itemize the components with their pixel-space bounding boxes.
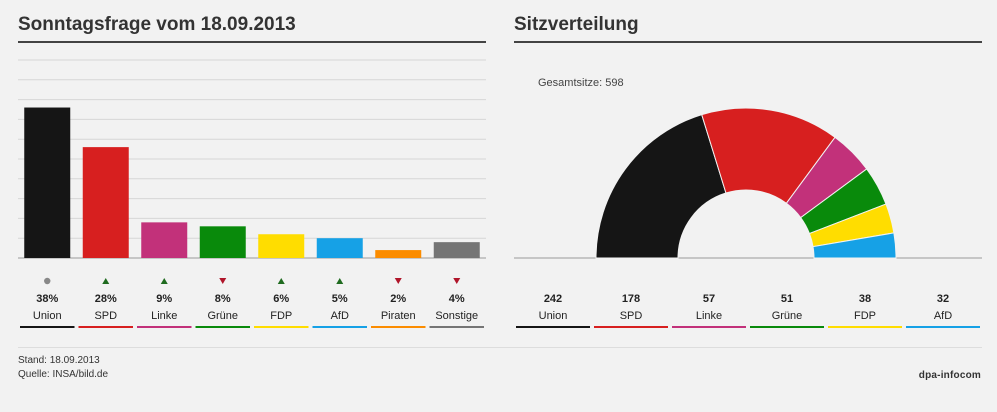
poll-category-label: SPD [94, 310, 117, 322]
poll-title-rule [18, 41, 486, 43]
trend-neutral-icon [44, 277, 51, 285]
seats-segment-union [595, 114, 727, 259]
footer-stand: Stand: 18.09.2013 [18, 355, 100, 366]
poll-category-label: AfD [331, 310, 349, 322]
seats-value-label: 242 [544, 293, 562, 305]
poll-color-underline [20, 326, 75, 328]
poll-color-underline [137, 326, 192, 328]
poll-bar-piraten [375, 250, 422, 258]
seats-color-underline [516, 326, 590, 328]
poll-value-label: 9% [156, 293, 172, 305]
seats-category-label: SPD [620, 310, 643, 322]
poll-value-label: 6% [273, 293, 289, 305]
trend-up-icon [277, 278, 285, 284]
seats-value-label: 38 [859, 293, 871, 305]
poll-value-label: 28% [95, 293, 117, 305]
trend-down-icon [219, 278, 227, 284]
poll-value-label: 38% [36, 293, 58, 305]
seats-labels: 242 Union 178 SPD 57 Linke 51 Grüne 38 FDP 32 AfD [516, 293, 980, 328]
seats-color-underline [672, 326, 746, 328]
seats-value-label: 51 [781, 293, 793, 305]
poll-bar-fdp [258, 234, 305, 258]
footer-source: Quelle: INSA/bild.de [18, 369, 109, 380]
poll-bar-afd [316, 238, 363, 258]
poll-value-label: 2% [390, 293, 406, 305]
poll-labels: 38% Union 28% SPD 9% Linke 8% Grüne 6% FDP 5% AfD 2%… [20, 277, 484, 328]
seats-half-donut [514, 107, 982, 259]
seats-category-label: AfD [934, 310, 952, 322]
poll-chart-title: Sonntagsfrage vom 18.09.2013 [18, 14, 296, 35]
poll-bars [24, 107, 480, 259]
seats-subtitle: Gesamtsitze: 598 [538, 77, 624, 89]
seats-chart-title: Sitzverteilung [514, 14, 639, 35]
seats-category-label: Linke [696, 310, 722, 322]
trend-down-icon [394, 278, 402, 284]
poll-category-label: FDP [270, 310, 292, 322]
poll-category-label: Piraten [381, 310, 416, 322]
poll-value-label: 4% [449, 293, 465, 305]
seats-title-rule [514, 41, 982, 43]
seats-category-label: FDP [854, 310, 876, 322]
seats-color-underline [594, 326, 668, 328]
dpa-infocom-logo: dpa-infocom [918, 370, 981, 381]
poll-bar-linke [141, 222, 188, 258]
poll-value-label: 8% [215, 293, 231, 305]
poll-color-underline [195, 326, 250, 328]
poll-bar-sonstige [433, 242, 480, 258]
poll-category-label: Union [33, 310, 62, 322]
poll-category-label: Linke [151, 310, 177, 322]
seats-color-underline [906, 326, 980, 328]
poll-color-underline [429, 326, 484, 328]
poll-color-underline [312, 326, 367, 328]
poll-color-underline [254, 326, 309, 328]
footer-divider [18, 347, 982, 348]
seats-category-label: Grüne [772, 310, 803, 322]
poll-value-label: 5% [332, 293, 348, 305]
seats-color-underline [828, 326, 902, 328]
poll-color-underline [371, 326, 426, 328]
poll-color-underline [78, 326, 133, 328]
seats-category-label: Union [539, 310, 568, 322]
seats-value-label: 57 [703, 293, 715, 305]
trend-up-icon [102, 278, 110, 284]
trend-up-icon [336, 278, 344, 284]
seats-value-label: 178 [622, 293, 640, 305]
seats-color-underline [750, 326, 824, 328]
poll-category-label: Sonstige [435, 310, 478, 322]
poll-category-label: Grüne [207, 310, 238, 322]
poll-bar-union [24, 107, 71, 259]
seats-segment-afd [812, 232, 897, 259]
poll-bar-spd [82, 147, 129, 258]
trend-up-icon [160, 278, 168, 284]
seats-value-label: 32 [937, 293, 949, 305]
trend-down-icon [453, 278, 461, 284]
poll-bar-grüne [199, 226, 246, 258]
